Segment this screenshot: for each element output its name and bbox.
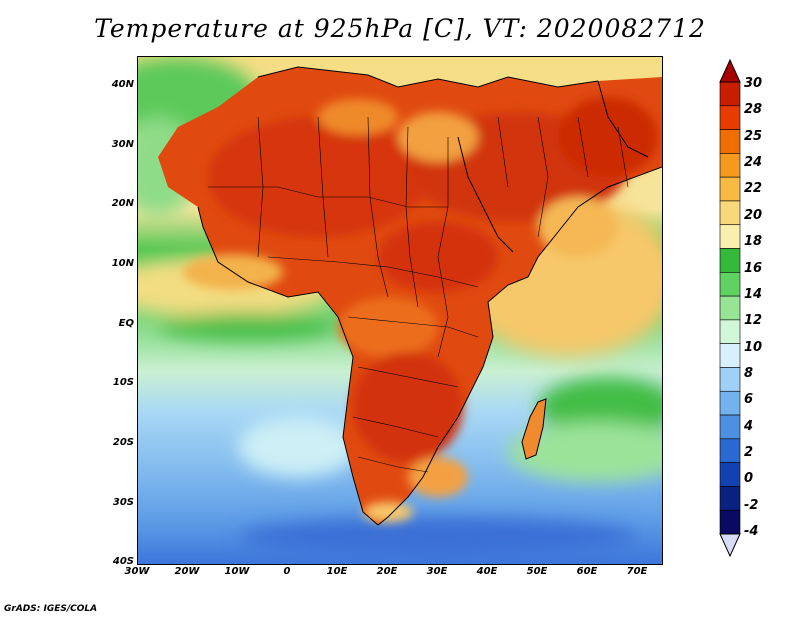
colorbar-swatch [719,462,741,487]
colorbar-label: 25 [744,129,763,144]
colorbar-label: 0 [744,471,754,486]
colorbar-swatch [719,390,741,416]
colorbar-label: 28 [744,102,763,117]
colorbar-bottom-arrow [719,533,741,558]
colorbar-label: 2 [744,445,754,460]
colorbar-swatch [719,367,741,392]
madagascar [521,398,547,460]
lat-tick-label: 20N [111,198,134,209]
colorbar-label: -4 [744,524,759,539]
lat-tick-label: 40S [112,556,134,567]
colorbar-label: 12 [744,313,763,328]
colorbar-label: 24 [744,155,763,170]
lon-tick-label: 10E [326,566,348,577]
colorbar-swatch [719,343,741,368]
colorbar-swatch [719,414,741,440]
colorbar [719,58,741,558]
lon-tick-label: 70E [626,566,648,577]
colorbar-swatches [719,81,741,535]
colorbar-swatch [719,486,741,511]
colorbar-label: 16 [744,261,763,276]
lon-tick-label: 40E [476,566,498,577]
colorbar-swatch [719,295,741,321]
colorbar-label: -2 [744,498,759,513]
colorbar-swatch [719,272,741,297]
map-canvas [138,57,662,564]
colorbar-swatch [719,81,741,107]
colorbar-label: 4 [744,419,754,434]
colorbar-swatch [719,509,741,535]
lon-tick-label: 20W [174,566,200,577]
lon-tick-label: 30W [124,566,150,577]
lat-tick-label: 40N [111,79,134,90]
lat-tick-label: 10N [111,258,134,269]
land-temperature-patches [183,97,658,522]
coastlines [197,66,662,526]
colorbar-label: 22 [744,181,763,196]
colorbar-swatch [719,153,741,178]
colorbar-swatch [719,438,741,463]
colorbar-swatch [719,200,741,226]
colorbar-label: 30 [744,76,763,91]
lat-tick-label: 20S [112,437,134,448]
lat-tick-label: 30S [112,497,134,508]
lon-tick-label: 60E [576,566,598,577]
colorbar-label: 8 [744,366,754,381]
colorbar-label: 6 [744,392,754,407]
colorbar-label: 18 [744,234,763,249]
colorbar-swatch [719,319,741,344]
country-borders [208,116,629,473]
colorbar-swatch [719,248,741,273]
lon-tick-label: 20E [376,566,398,577]
lon-tick-label: 30E [426,566,448,577]
temperature-map [137,56,663,565]
lon-tick-label: 50E [526,566,548,577]
colorbar-label: 14 [744,287,763,302]
colorbar-top-arrow [719,58,741,83]
colorbar-label: 10 [744,340,763,355]
colorbar-swatch [719,105,741,130]
lon-tick-label: 10W [224,566,250,577]
colorbar-swatch [719,224,741,249]
lon-tick-label: 0 [283,566,291,577]
grads-credit: GrADS: IGES/COLA [4,604,98,614]
colorbar-label: 20 [744,208,763,223]
map-title: Temperature at 925hPa [C], VT: 202008271… [94,14,706,43]
colorbar-swatch [719,176,741,202]
colorbar-swatch [719,129,741,154]
lat-tick-label: 30N [111,139,134,150]
lat-tick-label: 10S [112,377,134,388]
lat-tick-label: EQ [118,318,134,329]
